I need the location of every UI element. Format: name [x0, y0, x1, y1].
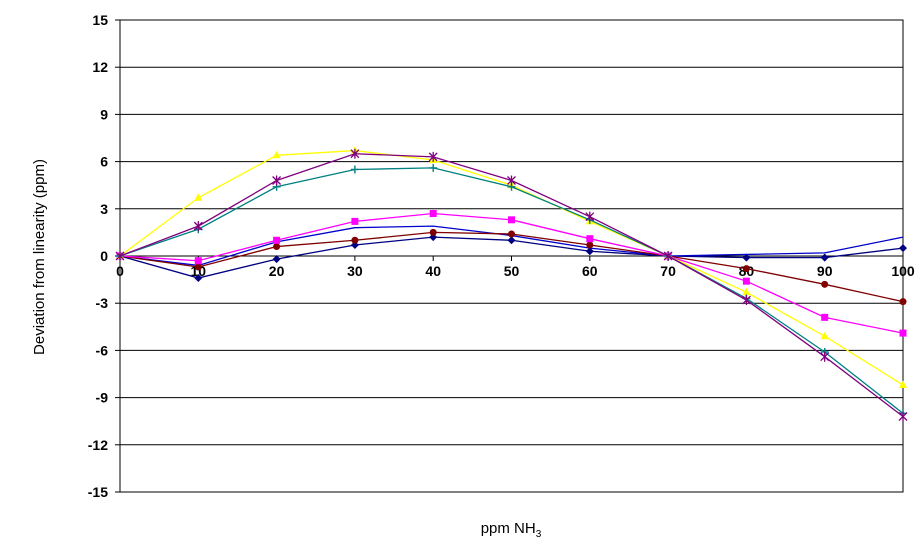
y-tick-label: -6 [96, 342, 109, 358]
data-point [898, 411, 908, 422]
x-tick-label: 70 [660, 263, 676, 279]
data-point [350, 165, 359, 174]
y-tick-label: -9 [96, 390, 109, 406]
data-point [821, 280, 829, 288]
data-point [899, 298, 907, 306]
y-axis-ticks: 15 12 9 6 3 0 -3 -6 -9 -12 -15 [88, 12, 120, 500]
data-point [272, 175, 282, 186]
y-tick-label: 9 [100, 106, 108, 122]
data-point [194, 263, 202, 271]
series-line [119, 167, 904, 414]
data-point [663, 251, 673, 261]
data-point [508, 230, 515, 238]
data-point [351, 236, 359, 244]
data-point [899, 380, 907, 389]
x-tick-label: 90 [817, 263, 833, 279]
x-axis-title: ppm NH3 [481, 520, 542, 540]
data-point [272, 255, 281, 264]
data-point [507, 236, 516, 245]
data-point [194, 193, 203, 201]
data-point [741, 295, 751, 306]
y-tick-label: -12 [88, 437, 108, 453]
data-point [428, 151, 438, 162]
data-point [742, 253, 751, 262]
x-axis-title-subscript: 3 [536, 529, 542, 540]
data-point [429, 210, 437, 218]
data-point [821, 313, 829, 321]
series-group [115, 146, 908, 422]
x-axis-ticks: 0102030405060708090100 [116, 256, 915, 279]
x-tick-label: 0 [116, 263, 124, 279]
data-point [115, 251, 125, 261]
y-tick-label: -3 [96, 295, 109, 311]
data-point [820, 253, 829, 262]
data-point [742, 277, 750, 285]
data-point [273, 243, 281, 251]
data-point [820, 351, 830, 362]
data-point [429, 163, 438, 172]
x-tick-label: 30 [347, 263, 363, 279]
data-point [899, 329, 907, 337]
data-point [586, 241, 594, 249]
x-tick-label: 50 [504, 263, 520, 279]
series-7 [115, 148, 908, 422]
data-point [273, 236, 281, 244]
data-point [507, 175, 516, 186]
x-tick-label: 40 [425, 263, 441, 279]
x-tick-label: 100 [891, 263, 915, 279]
y-axis-title: Deviation from linearity (ppm) [31, 159, 48, 355]
x-axis-title-main: ppm NH [481, 520, 536, 537]
data-point [193, 221, 203, 232]
y-tick-label: 3 [100, 201, 108, 217]
series-6 [116, 163, 907, 418]
data-point [350, 148, 360, 159]
x-tick-label: 60 [582, 263, 598, 279]
y-tick-label: 15 [92, 12, 108, 28]
data-point [585, 247, 594, 256]
series-line [119, 153, 904, 417]
data-point [586, 235, 594, 243]
data-point [742, 287, 751, 296]
y-tick-label: 0 [100, 248, 108, 264]
y-tick-label: 6 [100, 154, 108, 170]
data-point [272, 150, 281, 159]
data-point [351, 217, 359, 225]
data-point [429, 228, 437, 236]
data-point [899, 244, 907, 253]
data-point [508, 216, 515, 224]
y-tick-label: 12 [92, 59, 108, 75]
data-point [194, 257, 202, 265]
data-point [585, 211, 595, 222]
data-point [194, 274, 203, 283]
y-tick-label: -15 [88, 484, 108, 500]
data-point [820, 331, 829, 340]
x-tick-label: 20 [269, 263, 285, 279]
data-point [742, 265, 750, 273]
